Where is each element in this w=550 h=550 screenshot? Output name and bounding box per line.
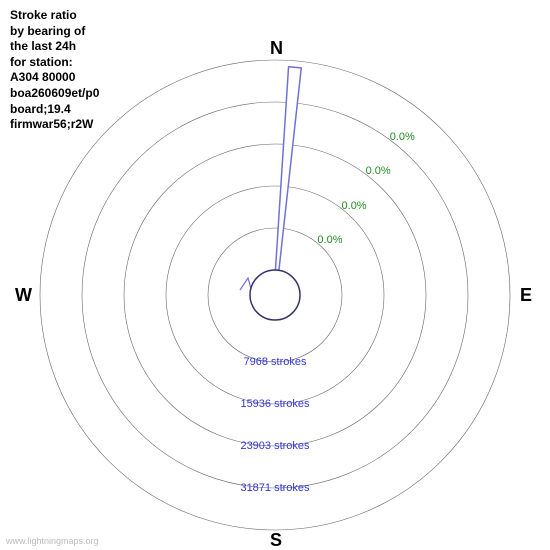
stroke-count-label: 7968 strokes bbox=[244, 356, 307, 368]
stroke-count-label: 15936 strokes bbox=[240, 398, 309, 410]
percent-label: 0.0% bbox=[390, 131, 415, 143]
stroke-count-label: 31871 strokes bbox=[240, 482, 309, 494]
watermark: www.lightningmaps.org bbox=[6, 536, 99, 546]
inner-circle bbox=[250, 270, 300, 320]
percent-label: 0.0% bbox=[342, 200, 367, 212]
compass-w: W bbox=[15, 285, 32, 306]
stroke-count-label: 23903 strokes bbox=[240, 440, 309, 452]
compass-n: N bbox=[270, 38, 283, 59]
percent-label: 0.0% bbox=[317, 234, 342, 246]
percent-label: 0.0% bbox=[366, 165, 391, 177]
compass-e: E bbox=[520, 285, 532, 306]
compass-s: S bbox=[270, 530, 282, 550]
stroke-spike bbox=[275, 67, 301, 271]
polar-chart-container: Stroke ratio by bearing of the last 24h … bbox=[0, 0, 550, 550]
chart-title: Stroke ratio by bearing of the last 24h … bbox=[10, 8, 99, 133]
